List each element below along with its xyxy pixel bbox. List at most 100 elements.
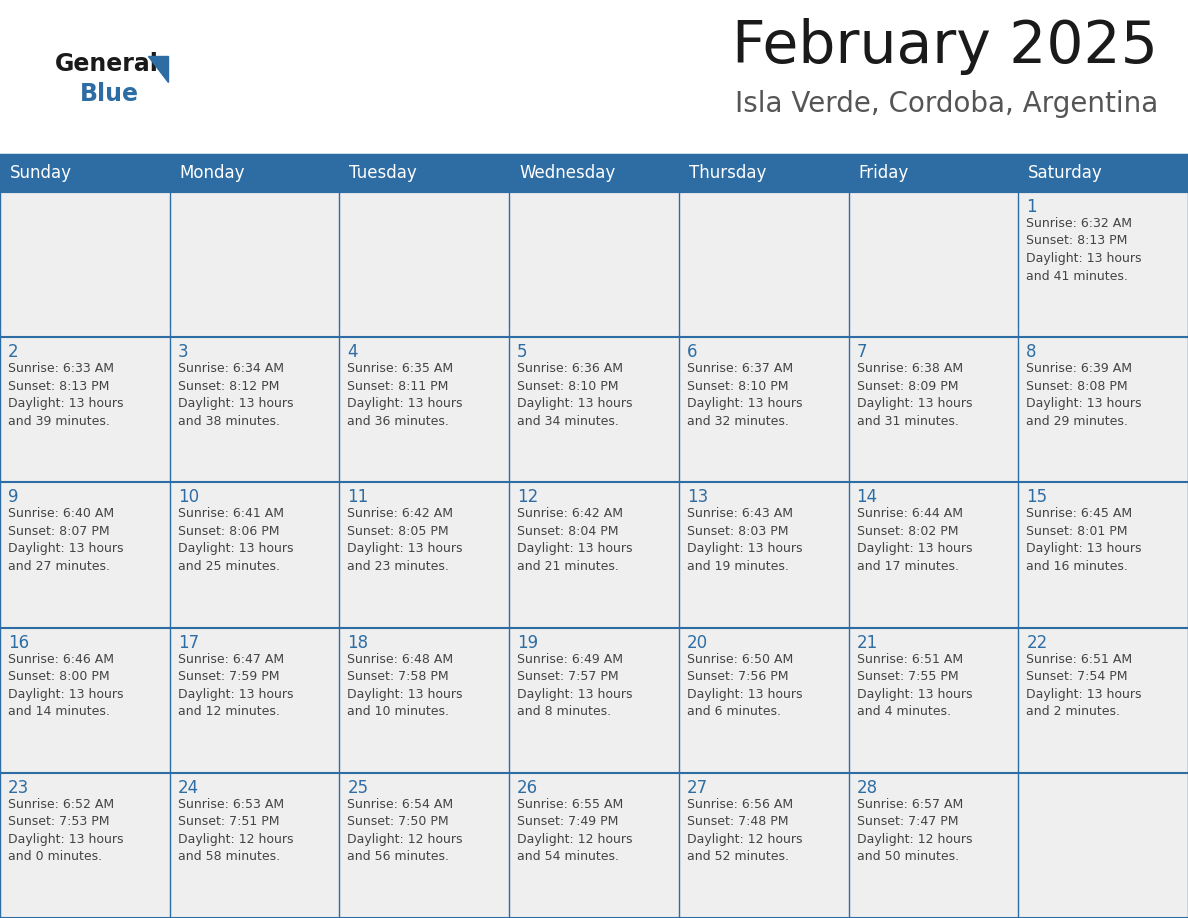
- Text: 17: 17: [178, 633, 198, 652]
- Bar: [510, 482, 678, 628]
- Text: 25: 25: [347, 778, 368, 797]
- Bar: [170, 628, 340, 773]
- Text: Saturday: Saturday: [1029, 164, 1102, 183]
- Text: Sunrise: 6:36 AM
Sunset: 8:10 PM
Daylight: 13 hours
and 34 minutes.: Sunrise: 6:36 AM Sunset: 8:10 PM Dayligh…: [517, 363, 633, 428]
- Polygon shape: [148, 56, 168, 82]
- Text: Thursday: Thursday: [689, 164, 766, 183]
- Text: 3: 3: [178, 343, 189, 361]
- Bar: [0, 773, 170, 918]
- Text: February 2025: February 2025: [732, 18, 1158, 75]
- Bar: [510, 773, 678, 918]
- Text: 7: 7: [857, 343, 867, 361]
- Text: Sunrise: 6:50 AM
Sunset: 7:56 PM
Daylight: 13 hours
and 6 minutes.: Sunrise: 6:50 AM Sunset: 7:56 PM Dayligh…: [687, 653, 802, 718]
- Bar: [0, 337, 170, 482]
- Text: Blue: Blue: [80, 82, 139, 106]
- Text: Sunrise: 6:32 AM
Sunset: 8:13 PM
Daylight: 13 hours
and 41 minutes.: Sunrise: 6:32 AM Sunset: 8:13 PM Dayligh…: [1026, 217, 1142, 283]
- Text: Sunrise: 6:39 AM
Sunset: 8:08 PM
Daylight: 13 hours
and 29 minutes.: Sunrise: 6:39 AM Sunset: 8:08 PM Dayligh…: [1026, 363, 1142, 428]
- Text: 8: 8: [1026, 343, 1037, 361]
- Text: Sunrise: 6:42 AM
Sunset: 8:04 PM
Daylight: 13 hours
and 21 minutes.: Sunrise: 6:42 AM Sunset: 8:04 PM Dayligh…: [517, 508, 633, 573]
- Text: Sunrise: 6:56 AM
Sunset: 7:48 PM
Daylight: 12 hours
and 52 minutes.: Sunrise: 6:56 AM Sunset: 7:48 PM Dayligh…: [687, 798, 802, 863]
- Text: Sunrise: 6:40 AM
Sunset: 8:07 PM
Daylight: 13 hours
and 27 minutes.: Sunrise: 6:40 AM Sunset: 8:07 PM Dayligh…: [8, 508, 124, 573]
- Text: 24: 24: [178, 778, 198, 797]
- Text: 1: 1: [1026, 198, 1037, 216]
- Text: 22: 22: [1026, 633, 1048, 652]
- Text: Sunrise: 6:46 AM
Sunset: 8:00 PM
Daylight: 13 hours
and 14 minutes.: Sunrise: 6:46 AM Sunset: 8:00 PM Dayligh…: [8, 653, 124, 718]
- Text: Sunrise: 6:54 AM
Sunset: 7:50 PM
Daylight: 12 hours
and 56 minutes.: Sunrise: 6:54 AM Sunset: 7:50 PM Dayligh…: [347, 798, 463, 863]
- Bar: [1018, 337, 1188, 482]
- Text: 23: 23: [8, 778, 30, 797]
- Bar: [340, 628, 510, 773]
- Text: Sunrise: 6:47 AM
Sunset: 7:59 PM
Daylight: 13 hours
and 12 minutes.: Sunrise: 6:47 AM Sunset: 7:59 PM Dayligh…: [178, 653, 293, 718]
- Bar: [0, 482, 170, 628]
- Text: Isla Verde, Cordoba, Argentina: Isla Verde, Cordoba, Argentina: [734, 90, 1158, 118]
- Text: 10: 10: [178, 488, 198, 507]
- Bar: [1018, 773, 1188, 918]
- Text: General: General: [55, 52, 159, 76]
- Bar: [0, 628, 170, 773]
- Text: Sunrise: 6:41 AM
Sunset: 8:06 PM
Daylight: 13 hours
and 25 minutes.: Sunrise: 6:41 AM Sunset: 8:06 PM Dayligh…: [178, 508, 293, 573]
- Text: Sunrise: 6:55 AM
Sunset: 7:49 PM
Daylight: 12 hours
and 54 minutes.: Sunrise: 6:55 AM Sunset: 7:49 PM Dayligh…: [517, 798, 633, 863]
- Text: Sunrise: 6:48 AM
Sunset: 7:58 PM
Daylight: 13 hours
and 10 minutes.: Sunrise: 6:48 AM Sunset: 7:58 PM Dayligh…: [347, 653, 463, 718]
- Bar: [340, 192, 510, 337]
- Text: 13: 13: [687, 488, 708, 507]
- Bar: [1018, 482, 1188, 628]
- Text: 21: 21: [857, 633, 878, 652]
- Bar: [848, 482, 1018, 628]
- Bar: [510, 628, 678, 773]
- Text: Tuesday: Tuesday: [349, 164, 417, 183]
- Text: 12: 12: [517, 488, 538, 507]
- Text: 19: 19: [517, 633, 538, 652]
- Text: Sunrise: 6:44 AM
Sunset: 8:02 PM
Daylight: 13 hours
and 17 minutes.: Sunrise: 6:44 AM Sunset: 8:02 PM Dayligh…: [857, 508, 972, 573]
- Bar: [170, 192, 340, 337]
- Text: Sunrise: 6:51 AM
Sunset: 7:54 PM
Daylight: 13 hours
and 2 minutes.: Sunrise: 6:51 AM Sunset: 7:54 PM Dayligh…: [1026, 653, 1142, 718]
- Bar: [678, 773, 848, 918]
- Text: Sunrise: 6:52 AM
Sunset: 7:53 PM
Daylight: 13 hours
and 0 minutes.: Sunrise: 6:52 AM Sunset: 7:53 PM Dayligh…: [8, 798, 124, 863]
- Text: 16: 16: [8, 633, 30, 652]
- Bar: [848, 628, 1018, 773]
- Text: Sunrise: 6:53 AM
Sunset: 7:51 PM
Daylight: 12 hours
and 58 minutes.: Sunrise: 6:53 AM Sunset: 7:51 PM Dayligh…: [178, 798, 293, 863]
- Text: Monday: Monday: [179, 164, 245, 183]
- Text: 6: 6: [687, 343, 697, 361]
- Bar: [1018, 628, 1188, 773]
- Text: Friday: Friday: [859, 164, 909, 183]
- Bar: [0, 155, 1188, 192]
- Text: Sunrise: 6:37 AM
Sunset: 8:10 PM
Daylight: 13 hours
and 32 minutes.: Sunrise: 6:37 AM Sunset: 8:10 PM Dayligh…: [687, 363, 802, 428]
- Text: Sunrise: 6:35 AM
Sunset: 8:11 PM
Daylight: 13 hours
and 36 minutes.: Sunrise: 6:35 AM Sunset: 8:11 PM Dayligh…: [347, 363, 463, 428]
- Text: 15: 15: [1026, 488, 1048, 507]
- Bar: [0, 192, 170, 337]
- Bar: [848, 337, 1018, 482]
- Text: 4: 4: [347, 343, 358, 361]
- Text: Wednesday: Wednesday: [519, 164, 615, 183]
- Bar: [170, 337, 340, 482]
- Text: 27: 27: [687, 778, 708, 797]
- Bar: [340, 337, 510, 482]
- Text: 28: 28: [857, 778, 878, 797]
- Bar: [1018, 192, 1188, 337]
- Text: Sunrise: 6:57 AM
Sunset: 7:47 PM
Daylight: 12 hours
and 50 minutes.: Sunrise: 6:57 AM Sunset: 7:47 PM Dayligh…: [857, 798, 972, 863]
- Bar: [170, 773, 340, 918]
- Text: Sunrise: 6:51 AM
Sunset: 7:55 PM
Daylight: 13 hours
and 4 minutes.: Sunrise: 6:51 AM Sunset: 7:55 PM Dayligh…: [857, 653, 972, 718]
- Bar: [848, 773, 1018, 918]
- Bar: [678, 192, 848, 337]
- Bar: [848, 192, 1018, 337]
- Bar: [678, 628, 848, 773]
- Text: 9: 9: [8, 488, 19, 507]
- Text: 18: 18: [347, 633, 368, 652]
- Text: 26: 26: [517, 778, 538, 797]
- Text: Sunrise: 6:49 AM
Sunset: 7:57 PM
Daylight: 13 hours
and 8 minutes.: Sunrise: 6:49 AM Sunset: 7:57 PM Dayligh…: [517, 653, 633, 718]
- Text: Sunrise: 6:34 AM
Sunset: 8:12 PM
Daylight: 13 hours
and 38 minutes.: Sunrise: 6:34 AM Sunset: 8:12 PM Dayligh…: [178, 363, 293, 428]
- Text: 5: 5: [517, 343, 527, 361]
- Text: Sunrise: 6:43 AM
Sunset: 8:03 PM
Daylight: 13 hours
and 19 minutes.: Sunrise: 6:43 AM Sunset: 8:03 PM Dayligh…: [687, 508, 802, 573]
- Text: 11: 11: [347, 488, 368, 507]
- Text: Sunrise: 6:38 AM
Sunset: 8:09 PM
Daylight: 13 hours
and 31 minutes.: Sunrise: 6:38 AM Sunset: 8:09 PM Dayligh…: [857, 363, 972, 428]
- Text: Sunday: Sunday: [10, 164, 72, 183]
- Text: Sunrise: 6:45 AM
Sunset: 8:01 PM
Daylight: 13 hours
and 16 minutes.: Sunrise: 6:45 AM Sunset: 8:01 PM Dayligh…: [1026, 508, 1142, 573]
- Bar: [340, 482, 510, 628]
- Bar: [510, 192, 678, 337]
- Bar: [678, 337, 848, 482]
- Bar: [170, 482, 340, 628]
- Bar: [678, 482, 848, 628]
- Text: Sunrise: 6:33 AM
Sunset: 8:13 PM
Daylight: 13 hours
and 39 minutes.: Sunrise: 6:33 AM Sunset: 8:13 PM Dayligh…: [8, 363, 124, 428]
- Text: 14: 14: [857, 488, 878, 507]
- Text: Sunrise: 6:42 AM
Sunset: 8:05 PM
Daylight: 13 hours
and 23 minutes.: Sunrise: 6:42 AM Sunset: 8:05 PM Dayligh…: [347, 508, 463, 573]
